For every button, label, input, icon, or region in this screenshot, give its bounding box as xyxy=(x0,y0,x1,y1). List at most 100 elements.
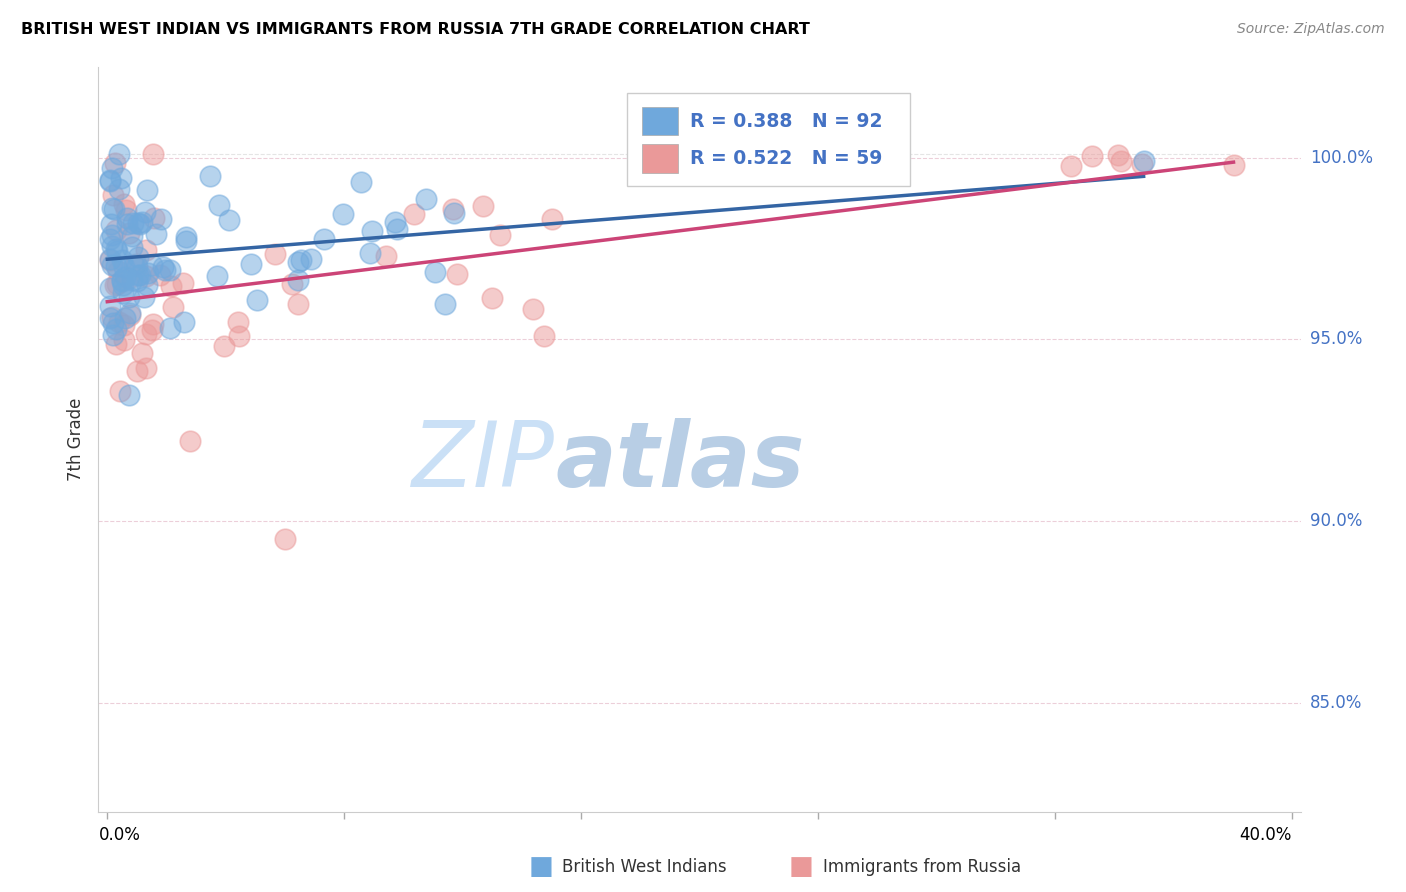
Point xyxy=(159,321,181,335)
Point xyxy=(359,245,381,260)
Text: 90.0%: 90.0% xyxy=(1310,512,1362,530)
Text: Source: ZipAtlas.com: Source: ZipAtlas.com xyxy=(1237,22,1385,37)
Point xyxy=(105,322,128,336)
Bar xyxy=(641,107,678,136)
Point xyxy=(263,247,285,261)
Point xyxy=(115,203,138,218)
Point xyxy=(159,279,181,293)
Y-axis label: 7th Grade: 7th Grade xyxy=(66,398,84,481)
Point xyxy=(122,258,145,272)
Point xyxy=(152,260,174,274)
Point xyxy=(240,256,263,270)
Point xyxy=(104,242,127,256)
Point xyxy=(274,533,297,547)
Bar xyxy=(627,93,910,186)
Point xyxy=(200,169,222,183)
Point xyxy=(135,243,157,257)
Point xyxy=(433,297,456,311)
Point xyxy=(98,252,121,267)
Point xyxy=(115,217,138,231)
Point xyxy=(111,274,134,288)
Point xyxy=(98,253,121,268)
Point xyxy=(142,147,165,161)
Point xyxy=(205,268,228,283)
Point xyxy=(245,293,267,307)
Point xyxy=(533,328,555,343)
Point xyxy=(384,215,406,229)
Point xyxy=(228,315,250,329)
Point xyxy=(173,315,195,329)
Point xyxy=(121,240,143,254)
Point xyxy=(1132,154,1154,169)
Point xyxy=(134,290,156,304)
Point xyxy=(101,316,124,330)
Point xyxy=(105,337,128,351)
Point xyxy=(127,251,149,265)
Point xyxy=(105,223,128,237)
Point xyxy=(375,249,398,263)
Point xyxy=(218,213,240,227)
Point xyxy=(111,253,134,268)
Point xyxy=(101,201,124,215)
Text: 40.0%: 40.0% xyxy=(1239,826,1292,844)
Text: British West Indians: British West Indians xyxy=(562,858,727,876)
Point xyxy=(125,364,148,378)
Text: atlas: atlas xyxy=(555,417,804,506)
Point xyxy=(107,264,129,278)
Point xyxy=(472,199,495,213)
Point xyxy=(312,231,335,245)
Point xyxy=(135,326,157,341)
Point xyxy=(100,280,122,294)
Point xyxy=(1107,148,1129,162)
Point xyxy=(98,231,121,245)
Point xyxy=(118,305,141,319)
Point xyxy=(159,263,181,277)
Point xyxy=(541,212,564,227)
Point xyxy=(135,268,157,283)
Text: 85.0%: 85.0% xyxy=(1310,694,1362,712)
Point xyxy=(153,262,176,277)
Point xyxy=(125,257,148,271)
Point xyxy=(176,230,198,244)
Point xyxy=(101,238,124,252)
Point xyxy=(110,171,132,186)
Point xyxy=(121,228,143,243)
Point xyxy=(287,273,309,287)
Bar xyxy=(641,145,678,173)
Point xyxy=(1222,158,1244,172)
Point xyxy=(179,434,201,448)
Point xyxy=(121,216,143,230)
Point xyxy=(290,252,312,267)
Point xyxy=(387,222,409,236)
Point xyxy=(100,218,122,232)
Point xyxy=(489,228,512,243)
Point xyxy=(135,277,157,292)
Point xyxy=(98,173,121,187)
Point xyxy=(101,328,124,343)
Point xyxy=(145,227,167,241)
Text: R = 0.388   N = 92: R = 0.388 N = 92 xyxy=(690,112,883,131)
Text: 0.0%: 0.0% xyxy=(98,826,141,844)
Point xyxy=(114,269,136,284)
Point xyxy=(135,184,157,198)
Point xyxy=(112,333,135,347)
Point xyxy=(101,310,124,325)
Point xyxy=(98,299,121,313)
Point xyxy=(112,318,135,332)
Point xyxy=(360,224,382,238)
Point xyxy=(141,258,163,272)
Point xyxy=(118,290,141,304)
Point xyxy=(101,188,124,202)
Point xyxy=(118,387,141,401)
Point xyxy=(143,211,166,225)
Point xyxy=(136,266,159,280)
Point xyxy=(118,271,141,285)
Point xyxy=(287,254,309,268)
Point xyxy=(443,206,465,220)
Point xyxy=(101,228,124,243)
Point xyxy=(281,277,304,291)
Point xyxy=(1060,159,1083,173)
Point xyxy=(332,206,354,220)
Point xyxy=(107,182,129,196)
Point xyxy=(350,176,373,190)
